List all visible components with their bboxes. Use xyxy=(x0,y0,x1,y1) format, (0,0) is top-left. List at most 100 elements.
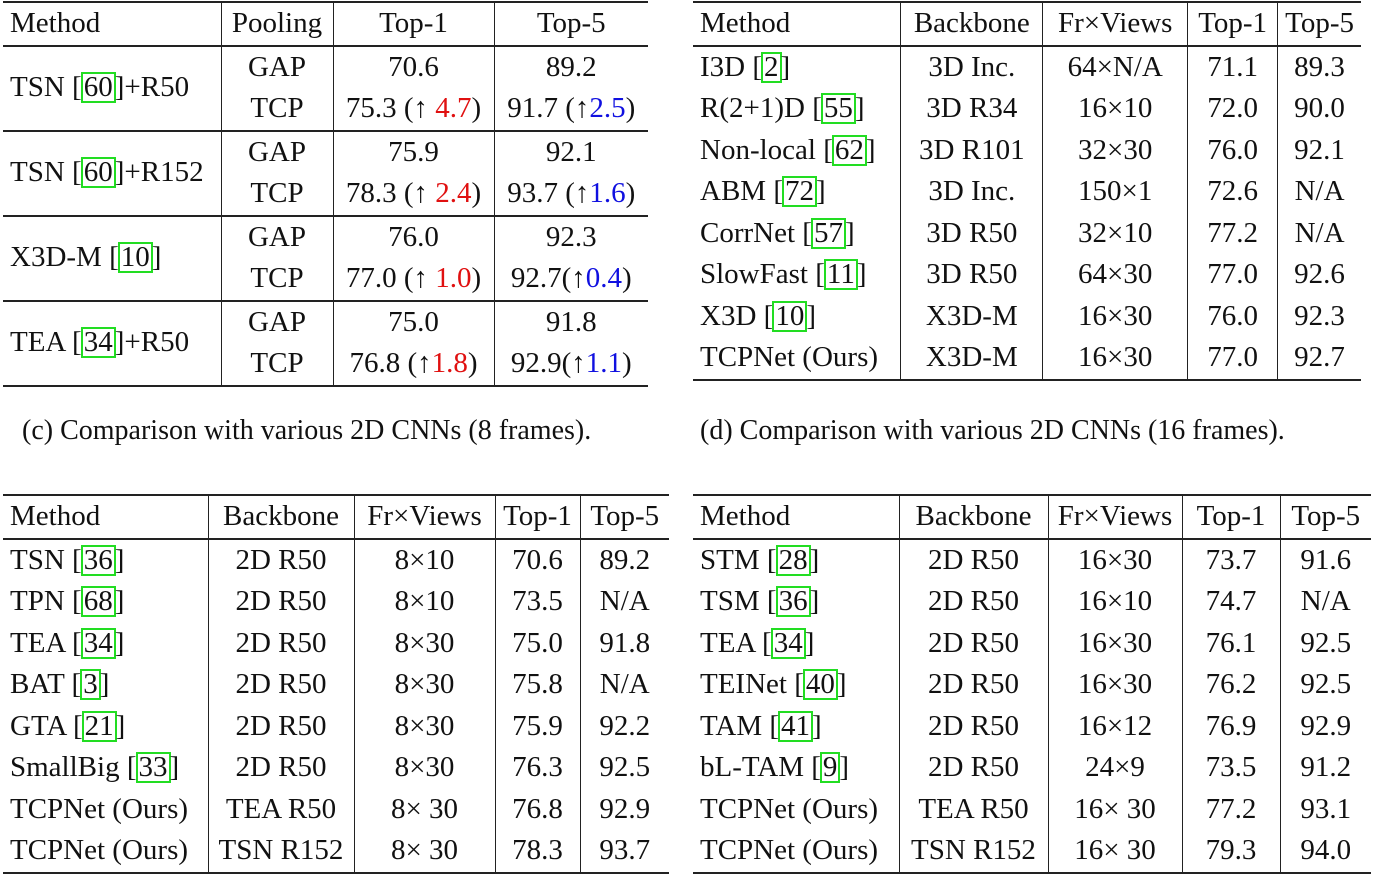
header-top1: Top-1 xyxy=(332,1,494,47)
header-frviews: Fr×Views xyxy=(1042,1,1188,47)
pooling-cell: GAP xyxy=(220,299,333,343)
frviews-cell: 16×30 xyxy=(1047,622,1182,664)
top1-cell: 70.6 xyxy=(494,538,580,581)
backbone-cell: 3D R50 xyxy=(900,254,1043,296)
top5-value: 89.2 xyxy=(545,50,597,83)
method-suffix: +R152 xyxy=(124,156,204,189)
backbone-cell: 2D R50 xyxy=(207,622,354,664)
backbone-cell: 3D Inc. xyxy=(900,45,1043,88)
citation-link[interactable]: 2 xyxy=(761,51,782,83)
top1-cell: 76.0 xyxy=(1187,295,1278,337)
top5-cell: 92.3 xyxy=(1277,295,1361,337)
citation-link[interactable]: 57 xyxy=(810,217,846,249)
top5-cell: 92.1 xyxy=(493,129,648,173)
method-name: TCPNet (Ours) xyxy=(700,792,879,825)
pooling-cell: TCP xyxy=(220,173,333,216)
top5-cell: 91.8 xyxy=(579,622,669,664)
citation-link[interactable]: 62 xyxy=(831,134,867,166)
method-name: TSN xyxy=(10,156,65,189)
method-cell: TAM [41] xyxy=(700,709,822,742)
frviews-cell: 16×30 xyxy=(1042,337,1188,381)
backbone-cell: 3D R50 xyxy=(900,212,1043,254)
method-cell: TSN [60]+R152 xyxy=(3,129,221,216)
top5-cell: 92.9 xyxy=(579,788,669,830)
citation-link[interactable]: 68 xyxy=(80,586,116,617)
table-row: X3D-M [10] GAP 76.0 92.3 xyxy=(3,214,648,301)
top5-cell: 92.9 xyxy=(1279,705,1371,747)
top5-cell: N/A xyxy=(1279,581,1371,623)
backbone-cell: 3D R101 xyxy=(900,129,1043,171)
citation-link[interactable]: 60 xyxy=(80,157,116,189)
table-row: Non-local [62] 3D R101 32×30 76.0 92.1 xyxy=(693,129,1361,171)
paren-close: ) xyxy=(471,177,482,209)
header-method: Method xyxy=(3,494,208,540)
header-top5: Top-5 xyxy=(579,494,669,540)
citation-link[interactable]: 3 xyxy=(80,669,101,700)
method-name: CorrNet xyxy=(700,216,796,249)
header-backbone: Backbone xyxy=(900,1,1043,47)
citation-link[interactable]: 34 xyxy=(80,627,116,659)
table-row: X3D [10] X3D-M 16×30 76.0 92.3 xyxy=(693,295,1361,337)
top1-cell: 77.0 xyxy=(1187,337,1278,381)
backbone-cell: 2D R50 xyxy=(207,705,354,747)
frviews-cell: 16×30 xyxy=(1047,664,1182,706)
top5-cell: 92.3 xyxy=(493,214,648,258)
paren-close: ) xyxy=(471,262,482,294)
citation-link[interactable]: 10 xyxy=(117,242,153,274)
frviews-cell: 8×30 xyxy=(353,664,495,706)
frviews-cell: 32×30 xyxy=(1042,129,1188,171)
citation-link[interactable]: 11 xyxy=(823,259,858,290)
top1-cell: 76.9 xyxy=(1181,705,1280,747)
method-name: ABM xyxy=(700,175,767,207)
method-cell: TEA [34]+R50 xyxy=(3,299,221,387)
top1-value: 76.0 xyxy=(388,220,439,253)
method-name: TCPNet (Ours) xyxy=(700,834,879,866)
backbone-cell: 2D R50 xyxy=(898,538,1048,581)
top5-value: 92.3 xyxy=(545,220,597,253)
top5-cell: 92.9(↑1.1) xyxy=(493,343,648,387)
citation-link[interactable]: 21 xyxy=(81,710,117,742)
top1-gain: 1.8 xyxy=(431,347,468,379)
citation-link[interactable]: 28 xyxy=(775,544,811,576)
backbone-cell: 2D R50 xyxy=(898,747,1048,789)
top5-cell: 92.2 xyxy=(579,705,669,747)
top1-cell: 78.3 xyxy=(494,830,580,874)
backbone-cell: 2D R50 xyxy=(207,581,354,623)
backbone-cell: TSN R152 xyxy=(898,830,1048,874)
top5-cell: 91.2 xyxy=(1279,747,1371,789)
frviews-cell: 32×10 xyxy=(1042,212,1188,254)
citation-link[interactable]: 36 xyxy=(80,544,116,576)
top5-value: 91.7 (↑ xyxy=(507,92,590,124)
table-row: TCP 75.3 (↑ 4.7) 91.7 (↑2.5) xyxy=(3,88,648,131)
citation-link[interactable]: 55 xyxy=(820,93,856,124)
header-top5: Top-5 xyxy=(1279,494,1371,540)
citation-link[interactable]: 33 xyxy=(135,752,171,783)
method-cell: bL-TAM [9] xyxy=(700,751,850,783)
citation-link[interactable]: 34 xyxy=(80,327,116,359)
citation-link[interactable]: 41 xyxy=(778,710,814,742)
citation-link[interactable]: 72 xyxy=(782,176,817,207)
top5-cell: N/A xyxy=(1277,171,1361,213)
top5-cell: 89.2 xyxy=(493,45,648,88)
method-name: TSM xyxy=(700,585,760,617)
method-cell: TPN [68] xyxy=(10,585,125,617)
frviews-cell: 8×30 xyxy=(353,705,495,747)
citation-link[interactable]: 9 xyxy=(819,752,841,783)
citation-link[interactable]: 36 xyxy=(775,586,811,617)
method-cell: I3D [2] xyxy=(700,50,791,83)
method-name: Non-local xyxy=(700,133,816,166)
citation-link[interactable]: 34 xyxy=(770,627,806,659)
header-method: Method xyxy=(3,1,221,47)
frviews-cell: 8×10 xyxy=(353,581,495,623)
citation-link[interactable]: 10 xyxy=(772,300,808,332)
table-row: TEINet [40] 2D R50 16×30 76.2 92.5 xyxy=(693,664,1371,706)
top1-value: 75.3 (↑ xyxy=(345,92,436,124)
citation-link[interactable]: 60 xyxy=(80,72,116,104)
header-top1: Top-1 xyxy=(494,494,580,540)
method-suffix: +R50 xyxy=(124,326,190,359)
frviews-cell: 8×10 xyxy=(353,538,495,581)
top5-gain: 1.1 xyxy=(585,347,622,379)
table-row: I3D [2] 3D Inc. 64×N/A 71.1 89.3 xyxy=(693,45,1361,88)
citation-link[interactable]: 40 xyxy=(802,669,838,700)
top5-cell: N/A xyxy=(579,664,669,706)
